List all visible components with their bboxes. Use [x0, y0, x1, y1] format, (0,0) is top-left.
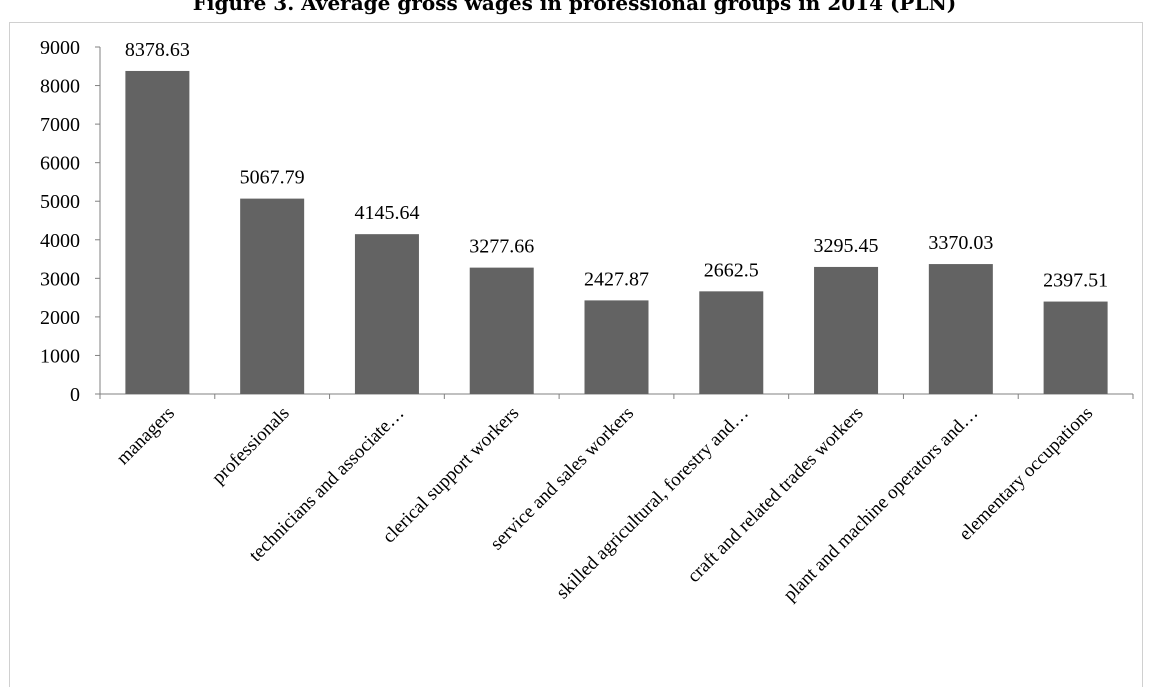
- data-label: 2427.87: [584, 268, 649, 290]
- bar: [814, 266, 879, 394]
- y-tick-label: 7000: [40, 114, 80, 136]
- bar: [1043, 301, 1108, 394]
- y-tick-label: 8000: [40, 76, 80, 98]
- data-label: 4145.64: [354, 202, 419, 224]
- y-tick-label: 5000: [40, 191, 80, 213]
- bar: [240, 198, 305, 394]
- plot-frame: [9, 22, 1143, 687]
- y-tick-label: 2000: [40, 307, 80, 329]
- x-tick-label: managers: [113, 403, 179, 469]
- x-tick-label: skilled agricultural, forestry and…: [552, 403, 753, 604]
- data-label: 5067.79: [240, 167, 305, 189]
- y-tick-label: 4000: [40, 230, 80, 252]
- y-tick-label: 3000: [40, 268, 80, 290]
- data-label: 3370.03: [928, 232, 993, 254]
- bar: [469, 267, 534, 394]
- data-label: 3295.45: [814, 235, 879, 257]
- bar: [125, 70, 190, 394]
- y-tick-label: 1000: [40, 345, 80, 367]
- y-tick-label: 9000: [40, 37, 80, 59]
- data-label: 8378.63: [125, 39, 190, 61]
- x-tick-label: professionals: [208, 403, 294, 489]
- y-tick-label: 6000: [40, 153, 80, 175]
- data-label: 2397.51: [1043, 270, 1108, 292]
- chart-title: Figure 3. Average gross wages in profess…: [192, 0, 957, 15]
- x-tick-label: elementary occupations: [955, 403, 1097, 545]
- bar: [584, 300, 649, 394]
- x-tick-label: plant and machine operators and…: [779, 403, 982, 606]
- data-label: 3277.66: [469, 236, 534, 258]
- bar: [699, 291, 764, 394]
- bar: [354, 234, 419, 394]
- data-label: 2662.5: [704, 259, 759, 281]
- bar: [928, 264, 993, 394]
- y-tick-label: 0: [70, 384, 80, 406]
